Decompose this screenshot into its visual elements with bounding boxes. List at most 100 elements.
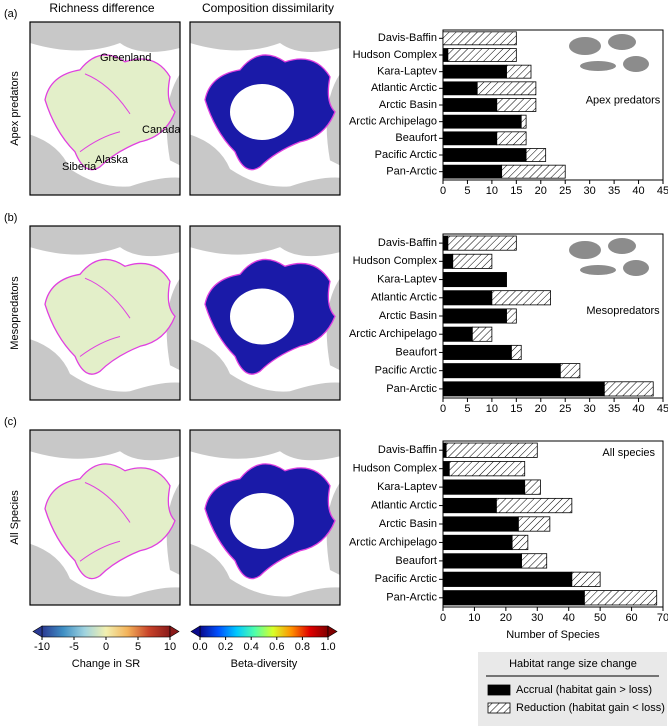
colorbar-tick-label: 0.8	[295, 641, 310, 653]
bar-segment	[442, 571, 573, 587]
x-tick-label: 70	[657, 612, 668, 624]
colorbar-end	[32, 625, 43, 638]
map-frame	[189, 225, 341, 401]
bar-segment	[518, 516, 551, 532]
map-frame	[29, 225, 181, 401]
x-tick-label: 25	[559, 403, 571, 415]
icon	[569, 241, 601, 259]
land	[190, 22, 340, 52]
map-frame	[29, 429, 181, 606]
bar-segment	[476, 81, 537, 96]
land	[190, 226, 340, 257]
y-tick-label: Kara-Laptev	[377, 273, 437, 285]
y-tick-label: Kara-Laptev	[377, 66, 437, 78]
map-label: Siberia	[62, 161, 97, 173]
map	[30, 22, 180, 195]
bar-segment	[447, 48, 517, 62]
x-tick-label: 0	[440, 403, 446, 415]
x-tick-label: 10	[468, 612, 480, 624]
bar-segment	[445, 442, 538, 458]
bar-segment	[442, 590, 585, 606]
y-tick-label: Kara-Laptev	[377, 481, 437, 493]
colorbar-label: Beta-diversity	[231, 658, 298, 670]
colorbar-tick-label: 10	[164, 641, 176, 653]
bar-segment	[447, 235, 517, 251]
center	[230, 288, 294, 345]
x-tick-label: 30	[584, 185, 596, 197]
bar-segment	[525, 148, 547, 162]
legend-label: Reduction (habitat gain < loss)	[516, 702, 665, 714]
map-frame	[29, 21, 181, 196]
bar-segment	[442, 114, 522, 129]
map	[190, 22, 340, 195]
bar-segment	[496, 98, 537, 112]
map-label: Alaska	[95, 154, 129, 166]
x-tick-label: 0	[440, 185, 446, 197]
panel-label: (a)	[4, 8, 17, 20]
row-label: All Species	[9, 490, 21, 545]
bar-segment	[524, 479, 541, 495]
bar-segment	[496, 131, 527, 146]
row-label: Apex predators	[9, 71, 21, 146]
x-tick-label: 10	[486, 185, 498, 197]
colorbar-tick-label: 0.6	[269, 641, 284, 653]
bar-segment	[442, 148, 527, 162]
x-tick-label: 60	[625, 612, 637, 624]
x-tick-label: 45	[657, 185, 668, 197]
x-tick-label: 30	[531, 612, 543, 624]
bar-segment	[511, 344, 522, 360]
x-tick-label: 10	[486, 403, 498, 415]
legend-swatch	[487, 684, 511, 696]
bar-segment	[442, 344, 512, 360]
y-tick-label: Arctic Basin	[379, 310, 437, 322]
y-tick-label: Beaufort	[395, 132, 437, 144]
bar-segment	[559, 363, 581, 379]
land	[30, 430, 180, 461]
colorbar-label: Change in SR	[72, 658, 141, 670]
bar-segment	[442, 381, 605, 397]
land	[190, 430, 340, 461]
icon	[608, 238, 636, 254]
x-axis-label: Number of Species	[506, 629, 600, 641]
y-tick-label: Atlantic Arctic	[371, 82, 438, 94]
x-tick-label: 0	[440, 612, 446, 624]
bar-segment	[471, 326, 493, 342]
column-title: Richness difference	[49, 1, 154, 15]
annotation: All species	[602, 447, 655, 459]
y-tick-label: Arctic Archipelago	[349, 328, 437, 340]
bar-segment	[442, 48, 449, 62]
colorbar-tick-label: 0.0	[192, 641, 207, 653]
y-tick-label: Hudson Complex	[353, 463, 438, 475]
y-tick-label: Beaufort	[395, 555, 437, 567]
row-label: Mesopredators	[9, 276, 21, 350]
colorbar-tick-label: 0.2	[218, 641, 233, 653]
ocean-region	[44, 54, 176, 171]
y-tick-label: Davis-Baffin	[378, 32, 437, 44]
x-tick-label: 20	[500, 612, 512, 624]
y-tick-label: Pan-Arctic	[386, 592, 437, 604]
bar-segment	[442, 131, 498, 146]
map-label: Canada	[142, 124, 181, 136]
land	[190, 543, 340, 605]
colorbar-tick-label: 0	[103, 641, 109, 653]
bar-segment	[442, 534, 513, 551]
x-tick-label: 40	[632, 403, 644, 415]
colorbar-tick-label: -5	[69, 641, 79, 653]
column-title: Composition dissimilarity	[202, 1, 334, 15]
bar-segment	[442, 272, 507, 288]
bar-segment	[584, 590, 658, 606]
bar-segment	[521, 553, 548, 569]
colorbar-tick-label: 0.4	[244, 641, 259, 653]
y-tick-label: Arctic Basin	[379, 99, 437, 111]
region-border	[79, 277, 131, 357]
y-tick-label: Davis-Baffin	[378, 237, 437, 249]
bar-segment	[506, 64, 532, 79]
y-tick-label: Hudson Complex	[353, 49, 438, 61]
x-tick-label: 35	[608, 185, 620, 197]
colorbar-end	[327, 625, 338, 638]
bar-segment	[442, 363, 561, 379]
region-border	[79, 73, 131, 153]
bar-segment	[571, 571, 601, 587]
icon	[569, 37, 601, 55]
map-label: Greenland	[100, 52, 151, 64]
